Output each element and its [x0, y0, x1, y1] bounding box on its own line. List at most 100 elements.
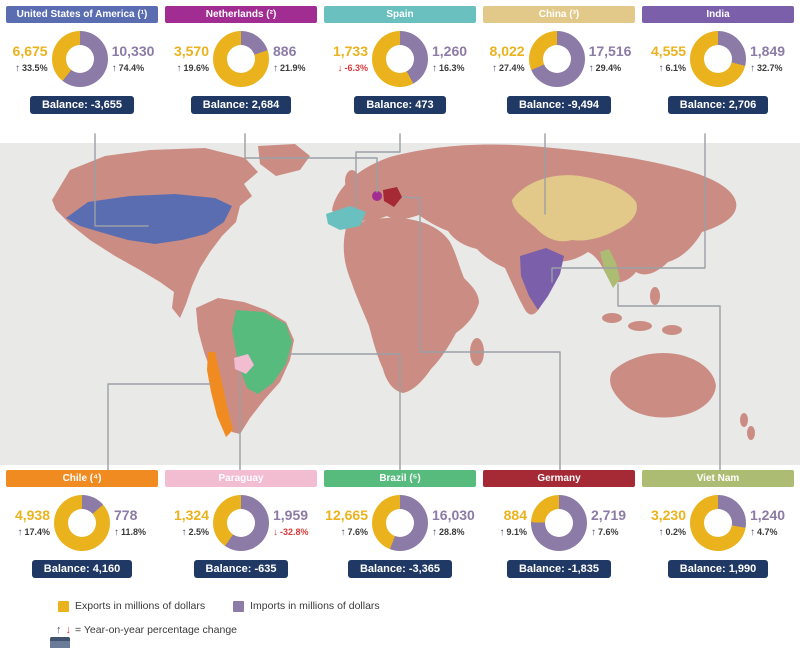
- imports-swatch-icon: [233, 600, 245, 612]
- map-uk: [345, 170, 359, 192]
- imports-stat: 17,516 ↑ 29.4%: [589, 43, 632, 74]
- connector-chile: [107, 383, 211, 471]
- map-country-chile: [207, 352, 233, 437]
- country-stats: 884 ↑ 9.1% 2,719 ↑ 7.6%: [489, 494, 629, 552]
- donut-hole: [704, 509, 732, 537]
- exports-trend-arrow-icon: ↑: [658, 62, 664, 74]
- map-country-spain: [326, 206, 366, 230]
- map-highlighted-countries: [66, 175, 637, 437]
- imports-value: 2,719: [591, 507, 627, 524]
- donut-chart: [213, 31, 269, 87]
- exports-change: ↑ 33.5%: [15, 63, 48, 74]
- country-header: United States of America (¹): [6, 6, 158, 23]
- imports-stat: 886 ↑ 21.9%: [273, 43, 311, 73]
- exports-stat: 4,938 ↑ 17.4%: [12, 507, 50, 537]
- imports-stat: 1,959 ↓ -32.8%: [273, 507, 311, 538]
- imports-value: 778: [114, 507, 138, 524]
- exports-trend-arrow-icon: ↑: [176, 62, 182, 74]
- country-card: Brazil (⁵) 12,665 ↑ 7.6% 16,030 ↑ 28.8%: [324, 470, 476, 578]
- imports-change: ↑ 7.6%: [591, 527, 619, 538]
- connector-spain: [355, 133, 401, 209]
- exports-change-pct: 33.5%: [22, 63, 48, 74]
- exports-stat: 884 ↑ 9.1%: [489, 507, 527, 538]
- map-greenland: [258, 144, 310, 176]
- map-island-1: [602, 313, 622, 323]
- imports-stat: 778 ↑ 11.8%: [114, 507, 152, 538]
- imports-change: ↑ 11.8%: [114, 527, 146, 538]
- exports-stat: 4,555 ↑ 6.1%: [648, 43, 686, 74]
- imports-change-pct: 4.7%: [757, 527, 778, 538]
- exports-change-pct: 27.4%: [499, 63, 525, 74]
- map-country-india: [520, 248, 564, 310]
- country-card: Chile (⁴) 4,938 ↑ 17.4% 778 ↑ 11.8% Ba: [6, 470, 158, 578]
- donut-chart: [51, 31, 108, 87]
- country-header: India: [642, 6, 794, 23]
- balance-badge: Balance: -1,835: [506, 560, 612, 578]
- imports-value: 10,330: [111, 43, 155, 60]
- up-arrow-icon: ↑: [56, 624, 62, 636]
- exports-trend-arrow-icon: ↑: [492, 62, 498, 74]
- connector-india: [551, 133, 706, 283]
- country-card: India 4,555 ↑ 6.1% 1,849 ↑ 32.7% Balan: [642, 6, 794, 114]
- country-stats: 4,555 ↑ 6.1% 1,849 ↑ 32.7%: [648, 30, 788, 88]
- imports-stat: 1,260 ↑ 16.3%: [432, 43, 470, 74]
- legend-change-note-text: = Year-on-year percentage change: [75, 624, 237, 636]
- country-stats: 12,665 ↑ 7.6% 16,030 ↑ 28.8%: [325, 494, 475, 552]
- exports-stat: 1,733 ↓ -6.3%: [330, 43, 368, 73]
- imports-stat: 10,330 ↑ 74.4%: [111, 43, 155, 74]
- imports-change-pct: 29.4%: [595, 63, 622, 74]
- exports-trend-arrow-icon: ↑: [658, 526, 664, 538]
- exports-value: 4,555: [650, 43, 686, 60]
- imports-change-pct: 7.6%: [598, 527, 619, 538]
- exports-change: ↑ 27.4%: [492, 63, 525, 74]
- imports-stat: 16,030 ↑ 28.8%: [432, 507, 475, 537]
- donut-chart: [54, 495, 110, 551]
- exports-change-pct: 6.1%: [665, 63, 686, 74]
- imports-change: ↑ 32.7%: [750, 63, 783, 74]
- map-country-brazil: [232, 310, 292, 394]
- map-country-germany: [383, 187, 402, 207]
- imports-trend-arrow-icon: ↑: [114, 526, 119, 538]
- country-card: China (³) 8,022 ↑ 27.4% 17,516 ↑ 29.4%: [483, 6, 635, 114]
- country-name: Viet Nam: [696, 473, 740, 484]
- donut-hole: [542, 45, 571, 73]
- country-card: Viet Nam 3,230 ↑ 0.2% 1,240 ↑ 4.7% Bal: [642, 470, 794, 578]
- imports-stat: 2,719 ↑ 7.6%: [591, 507, 629, 538]
- logo-fragment: [50, 637, 70, 648]
- imports-stat: 1,240 ↑ 4.7%: [750, 507, 788, 538]
- exports-stat: 6,675 ↑ 33.5%: [10, 43, 48, 74]
- donut-chart: [690, 495, 746, 551]
- country-header: Paraguay: [165, 470, 317, 487]
- country-name: Paraguay: [218, 473, 264, 484]
- country-name: China (³): [538, 9, 580, 20]
- exports-trend-arrow-icon: ↑: [499, 526, 505, 538]
- country-header: Viet Nam: [642, 470, 794, 487]
- country-header: Netherlands (²): [165, 6, 317, 23]
- donut-chart: [531, 495, 587, 551]
- exports-stat: 3,230 ↑ 0.2%: [648, 507, 686, 538]
- imports-trend-arrow-icon: ↑: [432, 62, 437, 74]
- imports-change-pct: 32.7%: [757, 63, 783, 74]
- imports-trend-arrow-icon: ↑: [750, 526, 755, 538]
- country-card: Spain 1,733 ↓ -6.3% 1,260 ↑ 16.3% Bala: [324, 6, 476, 114]
- country-header: Germany: [483, 470, 635, 487]
- country-name: United States of America (¹): [16, 9, 148, 20]
- donut-chart: [213, 495, 269, 551]
- imports-change-pct: 11.8%: [121, 527, 147, 538]
- exports-change: ↑ 6.1%: [658, 63, 686, 74]
- exports-change: ↑ 0.2%: [658, 527, 686, 538]
- imports-change: ↑ 74.4%: [112, 63, 145, 74]
- map-africa: [343, 217, 479, 393]
- map-country-netherlands: [372, 191, 382, 201]
- exports-value: 3,570: [173, 43, 209, 60]
- country-stats: 1,324 ↑ 2.5% 1,959 ↓ -32.8%: [171, 494, 311, 552]
- imports-trend-arrow-icon: ↓: [273, 526, 278, 538]
- map-eurasia: [332, 144, 737, 315]
- imports-value: 886: [273, 43, 297, 60]
- donut-hole: [65, 45, 94, 73]
- exports-change-pct: 9.1%: [506, 527, 527, 538]
- exports-value: 1,733: [332, 43, 368, 60]
- imports-value: 1,240: [750, 507, 786, 524]
- exports-stat: 8,022 ↑ 27.4%: [487, 43, 525, 74]
- donut-chart: [528, 31, 585, 87]
